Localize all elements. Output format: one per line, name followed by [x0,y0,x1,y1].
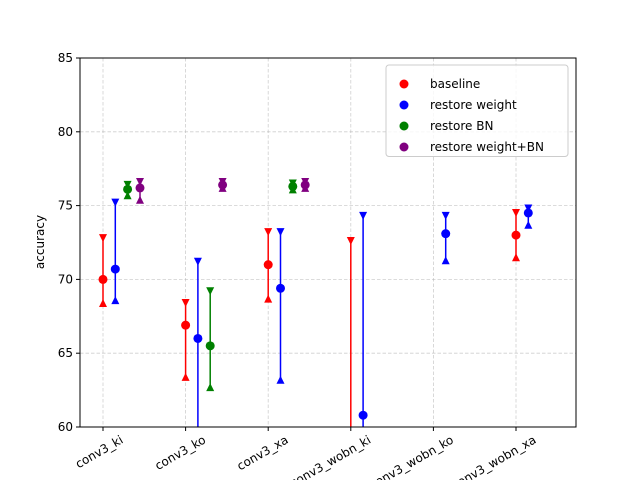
upper-cap [181,299,190,308]
lower-cap [276,375,285,384]
point [263,260,273,270]
legend-label: restore weight+BN [430,140,544,154]
point [276,283,285,293]
upper-cap [206,287,215,296]
point [511,230,521,240]
lower-cap [194,453,202,461]
lower-cap [264,294,273,303]
legend-marker [399,121,409,131]
legend-marker [399,79,409,89]
upper-cap [99,234,107,243]
y-tick-label: 60 [58,420,73,434]
lower-cap [181,372,190,381]
lower-cap [136,195,144,204]
point [300,180,310,190]
upper-cap [512,208,520,217]
upper-cap [193,257,202,266]
upper-cap [346,237,355,246]
legend-label: restore BN [430,119,493,133]
x-tick-label: conv3_ki [73,433,126,471]
point [205,341,215,351]
x-tick-label: conv3_wobn_xa [449,433,538,480]
upper-cap [276,228,285,237]
x-tick-label: conv3_wobn_ki [288,433,374,480]
upper-cap [441,211,450,220]
upper-cap [136,177,144,186]
upper-cap [264,228,273,237]
point [441,229,451,239]
point [123,184,133,194]
lower-cap [206,383,215,392]
point [135,183,145,193]
point [110,264,120,274]
lower-cap [123,191,132,200]
x-tick-label: conv3_wobn_ko [367,433,456,480]
legend-marker [399,142,409,152]
lower-cap [111,296,120,305]
lower-cap [512,253,520,262]
point [193,333,203,343]
x-tick-label: conv3_xa [235,433,291,473]
y-tick-label: 75 [58,199,73,213]
plot-frame [79,57,577,428]
upper-cap [111,198,120,207]
point [98,274,108,284]
legend-marker [399,100,409,110]
x-tick-label: conv3_ko [152,433,208,473]
legend-label: baseline [430,77,480,91]
y-axis-label: accuracy [33,215,47,269]
point [181,320,191,330]
lower-cap [524,220,533,229]
y-tick-label: 85 [58,51,73,65]
upper-cap [359,211,368,220]
point [523,208,533,218]
lower-cap [441,256,450,265]
point [358,410,368,420]
y-tick-label: 70 [58,272,73,286]
lower-cap [99,299,107,308]
point [218,180,228,190]
point [288,181,298,191]
legend-box [385,64,569,157]
y-tick-label: 80 [58,125,73,139]
y-tick-label: 65 [58,346,73,360]
plot-area [98,177,533,461]
legend-label: restore weight [430,98,517,112]
